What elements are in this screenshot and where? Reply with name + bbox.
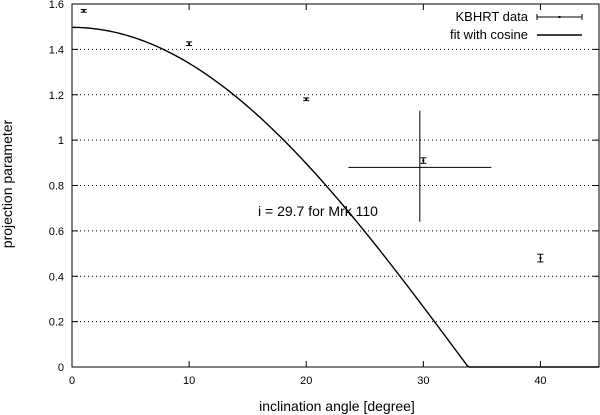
y-axis-label: projection parameter xyxy=(0,119,15,248)
y-tick-label: 0.6 xyxy=(49,226,64,238)
grid-lines xyxy=(72,48,599,323)
y-tick-label: 0 xyxy=(58,362,64,374)
data-point xyxy=(420,157,427,164)
data-points-layer xyxy=(80,8,544,263)
y-tick-label: 1.2 xyxy=(49,90,64,102)
x-tick-label: 30 xyxy=(417,375,429,387)
point-marker xyxy=(305,98,308,101)
y-tick-label: 0.2 xyxy=(49,317,64,329)
point-marker xyxy=(188,42,191,45)
ticks: 0 0.2 0.4 0.6 0.8 1 1.2 1.4 1.6 0 10 20 30 40 xyxy=(49,0,599,387)
axes xyxy=(71,3,600,368)
x-tick-label: 0 xyxy=(69,375,75,387)
data-point xyxy=(80,8,87,13)
point-marker xyxy=(539,257,542,260)
legend-label-data: KBHRT data xyxy=(455,9,528,24)
x-tick-label: 10 xyxy=(183,375,195,387)
data-point xyxy=(186,41,193,47)
annotation-text: i = 29.7 for Mrk 110 xyxy=(258,203,378,219)
data-point xyxy=(303,97,310,102)
x-axis-label: inclination angle [degree] xyxy=(259,398,415,414)
legend-point-marker xyxy=(558,16,561,18)
point-marker xyxy=(82,9,85,12)
y-tick-label: 1.6 xyxy=(49,0,64,11)
x-tick-label: 40 xyxy=(534,375,546,387)
fit-curve xyxy=(71,26,599,368)
legend: KBHRT data fit with cosine xyxy=(450,9,583,42)
y-tick-label: 0.4 xyxy=(49,271,64,283)
y-tick-label: 1 xyxy=(58,135,64,147)
fit-curve-layer xyxy=(71,26,599,368)
annotation-layer: i = 29.7 for Mrk 110 xyxy=(258,110,492,222)
y-tick-label: 0.8 xyxy=(49,181,64,193)
y-tick-label: 1.4 xyxy=(49,44,64,56)
legend-label-fit: fit with cosine xyxy=(450,27,528,42)
data-point xyxy=(537,253,544,263)
point-marker xyxy=(422,159,425,162)
plot-frame xyxy=(71,3,600,368)
legend-sample-data xyxy=(536,14,583,20)
x-tick-label: 20 xyxy=(300,375,312,387)
